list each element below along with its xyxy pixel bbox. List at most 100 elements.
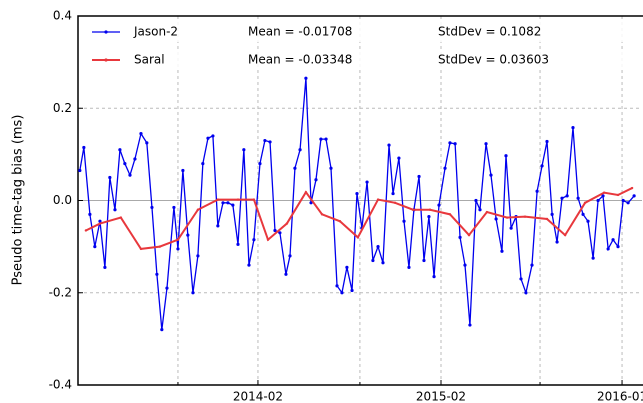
data-point [560, 196, 564, 200]
data-point [150, 205, 154, 210]
data-point [591, 256, 595, 260]
series-line [85, 187, 633, 250]
data-point [393, 201, 397, 205]
series-line [79, 78, 635, 330]
data-point [298, 148, 302, 152]
data-point [437, 203, 441, 207]
data-point [571, 126, 575, 130]
data-point [596, 198, 600, 203]
data-point [216, 198, 220, 201]
data-point [304, 190, 308, 194]
data-point [621, 198, 625, 203]
data-point [484, 142, 488, 146]
data-point [324, 137, 328, 141]
y-tick-label: 0.2 [53, 101, 72, 115]
data-point [467, 233, 471, 237]
data-point [98, 219, 102, 223]
data-point [304, 76, 308, 80]
data-point [530, 263, 534, 267]
data-point [555, 240, 559, 244]
data-point [335, 284, 339, 288]
data-point [201, 162, 205, 166]
data-point [402, 219, 406, 223]
data-point [453, 142, 457, 146]
legend-std: StdDev = 0.03603 [438, 53, 549, 67]
x-tick-label: 2014-02 [233, 390, 283, 403]
data-point [581, 212, 585, 216]
data-point [196, 254, 200, 258]
data-point [371, 258, 375, 263]
data-point [550, 212, 554, 216]
data-point [524, 291, 528, 295]
data-point [236, 198, 240, 201]
data-point [616, 245, 620, 249]
data-point [258, 162, 262, 166]
data-point [165, 286, 169, 290]
data-point [314, 178, 318, 182]
y-tick-label: -0.4 [49, 378, 72, 392]
data-point [611, 238, 615, 242]
data-point [84, 229, 88, 232]
data-point [448, 213, 452, 216]
data-point [155, 272, 159, 276]
data-point [196, 208, 200, 211]
data-point [626, 201, 630, 205]
data-point [601, 194, 605, 198]
data-point [356, 236, 360, 239]
data-point [236, 242, 240, 246]
data-point [123, 162, 127, 166]
data-point [463, 263, 467, 267]
data-point [108, 175, 112, 180]
data-point [422, 258, 426, 263]
legend-marker [104, 30, 108, 34]
data-point [586, 219, 590, 223]
data-point [216, 224, 220, 228]
data-point [252, 238, 256, 242]
y-axis-label: Pseudo time-tag bias (ms) [11, 115, 26, 286]
data-point [519, 277, 523, 281]
data-point [268, 140, 272, 144]
data-point [319, 137, 323, 141]
y-tick-label: -0.2 [49, 285, 72, 299]
data-point [489, 173, 493, 177]
data-point [602, 191, 606, 194]
data-point [158, 245, 162, 248]
data-point [616, 193, 620, 197]
data-point [509, 226, 513, 230]
data-point [427, 215, 431, 219]
plot-frame [77, 15, 643, 386]
data-point [118, 148, 122, 152]
data-point [365, 180, 369, 184]
data-point [417, 174, 421, 179]
data-point [391, 191, 395, 196]
data-point [407, 265, 411, 269]
data-point [606, 247, 610, 251]
data-point [128, 173, 132, 177]
data-point [252, 198, 256, 201]
data-point [172, 205, 176, 210]
x-tick-label: 2015-02 [416, 390, 466, 403]
data-point [176, 238, 180, 241]
data-point [211, 134, 215, 138]
data-point [563, 233, 567, 237]
data-point [293, 166, 297, 170]
data-point [133, 157, 137, 161]
data-point [284, 272, 288, 276]
y-tick-label: 0.0 [53, 193, 72, 207]
legend-label: Jason-2 [133, 25, 178, 39]
data-point [288, 254, 292, 258]
data-point [523, 215, 527, 218]
data-point [176, 247, 180, 251]
data-point [468, 323, 472, 327]
data-point [376, 245, 380, 249]
data-point [221, 201, 225, 205]
data-point [630, 186, 634, 190]
data-point [632, 194, 636, 198]
data-point [340, 291, 344, 295]
data-point [565, 194, 569, 198]
data-point [443, 166, 447, 170]
data-point [494, 217, 498, 221]
data-point [247, 263, 251, 267]
data-point [186, 233, 190, 237]
